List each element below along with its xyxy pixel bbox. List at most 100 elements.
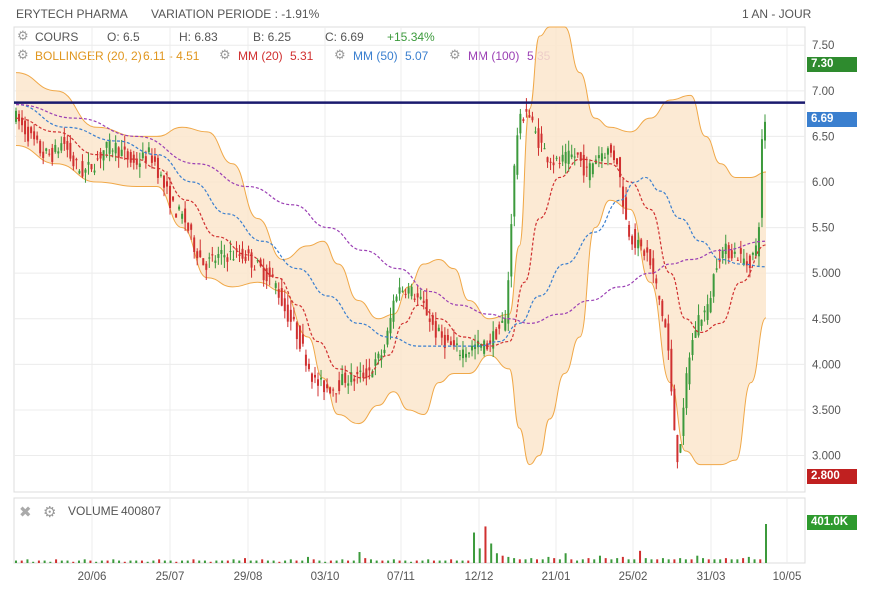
candle-body <box>187 222 190 231</box>
volume-bar <box>123 561 126 563</box>
candle-body <box>310 373 313 382</box>
period-selector[interactable]: 1 AN - JOUR <box>742 7 812 21</box>
candle-body <box>380 355 383 360</box>
candle-body <box>416 293 419 298</box>
candle-body <box>585 166 588 168</box>
candle-body <box>513 165 516 217</box>
volume-bar <box>203 560 206 563</box>
candle-body <box>742 258 745 265</box>
y-tick-label: 7.50 <box>812 40 834 52</box>
gear-icon[interactable]: ⚙ <box>334 47 346 62</box>
volume-bar <box>415 560 418 563</box>
candle-body <box>483 340 486 354</box>
volume-bar <box>495 553 498 563</box>
candle-body <box>619 157 622 178</box>
candle-body <box>760 139 763 218</box>
candle-body <box>664 319 667 328</box>
candle-body <box>214 260 217 263</box>
candle-body <box>87 161 90 165</box>
candle-body <box>471 345 474 351</box>
bollinger-values: 6.11 - 4.51 <box>143 49 200 63</box>
candle-body <box>196 251 199 259</box>
candle-body <box>637 239 640 249</box>
candle-body <box>277 289 280 298</box>
candle-body <box>685 373 688 409</box>
volume-bar <box>730 559 733 563</box>
candle-body <box>395 296 398 302</box>
candle-body <box>697 315 700 336</box>
volume-bar <box>432 560 435 563</box>
candle-body <box>39 140 42 154</box>
candle-body <box>329 387 332 394</box>
candle-body <box>159 174 162 176</box>
volume-bar <box>507 556 510 563</box>
candle-body <box>492 331 495 349</box>
candle-body <box>546 157 549 163</box>
candle-body <box>75 158 78 161</box>
candle-body <box>679 444 682 453</box>
gear-icon[interactable]: ⚙ <box>43 504 57 521</box>
candle-body <box>235 248 238 251</box>
y-tick-label: 4.000 <box>812 359 841 371</box>
candle-body <box>745 261 748 266</box>
candle-body <box>295 322 298 340</box>
price-frame <box>13 26 806 493</box>
candle-body <box>751 252 754 255</box>
close-icon[interactable]: ✖ <box>19 504 32 521</box>
volume-bars <box>15 524 767 563</box>
gear-icon[interactable]: ⚙ <box>219 47 231 62</box>
candle-body <box>465 353 467 358</box>
candle-body <box>175 213 178 218</box>
candle-body <box>371 371 374 378</box>
candle-body <box>474 344 477 350</box>
candle-body <box>232 259 235 261</box>
candle-body <box>498 324 501 329</box>
volume-bar <box>558 559 561 563</box>
candle-body <box>377 353 380 359</box>
volume-bar <box>610 559 613 563</box>
candle-body <box>703 310 706 313</box>
candle-body <box>199 250 202 258</box>
volume-frame <box>13 497 806 564</box>
candle-body <box>102 150 105 161</box>
candle-body <box>36 135 39 140</box>
candle-body <box>320 377 323 380</box>
candle-body <box>81 161 84 177</box>
volume-bar <box>289 559 292 563</box>
gear-icon[interactable]: ⚙ <box>17 28 29 43</box>
candle-body <box>510 224 513 277</box>
volume-bar <box>461 560 464 563</box>
volume-bar <box>312 559 315 563</box>
volume-bar <box>261 559 264 563</box>
volume-value: 400807 <box>121 504 162 518</box>
candle-body <box>178 206 181 210</box>
candle-body <box>78 170 81 174</box>
volume-bar <box>742 558 745 563</box>
candle-body <box>147 147 150 153</box>
candle-body <box>63 137 66 144</box>
volume-bar <box>765 524 767 563</box>
bollinger-band <box>15 26 767 466</box>
volume-bar <box>49 561 52 563</box>
volume-bar <box>158 559 161 563</box>
gear-icon[interactable]: ⚙ <box>449 47 461 62</box>
candle-body <box>718 258 721 262</box>
candle-body <box>398 287 401 294</box>
candle-body <box>549 161 552 163</box>
volume-bar <box>627 559 630 563</box>
volume-bar <box>146 561 149 563</box>
gear-icon[interactable]: ⚙ <box>17 47 29 62</box>
bollinger-lower <box>15 145 767 466</box>
candle-body <box>555 157 558 159</box>
candle-body <box>428 318 431 322</box>
x-tick-label: 10/05 <box>773 571 802 583</box>
candle-body <box>338 380 341 391</box>
candle-body <box>634 228 637 248</box>
candle-body <box>220 249 223 254</box>
volume-bar <box>140 560 143 563</box>
volume-bar <box>209 561 212 563</box>
volume-bar <box>106 560 109 563</box>
candle-body <box>304 354 307 366</box>
candle-body <box>307 363 310 370</box>
